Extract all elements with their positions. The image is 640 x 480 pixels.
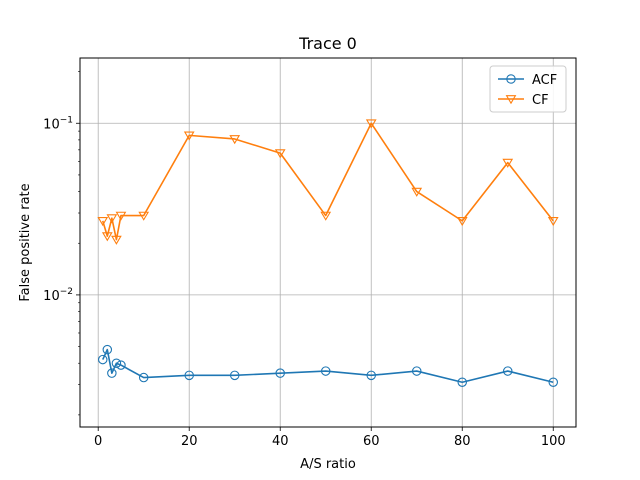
x-axis-ticks: 0 20 40 60 80 100 — [94, 427, 566, 449]
data-point-acf — [548, 377, 558, 387]
data-point-cf — [138, 211, 150, 221]
data-point-acf — [502, 366, 513, 376]
data-point-acf — [102, 344, 113, 355]
data-point-cf — [229, 135, 241, 145]
legend-label: ACF — [532, 73, 557, 88]
series-line-cf — [101, 122, 554, 241]
data-point-cf — [115, 211, 127, 221]
data-point-acf — [107, 368, 117, 378]
series-line-acf — [102, 348, 554, 384]
x-tick-label: 20 — [181, 434, 198, 449]
legend-label: CF — [532, 93, 549, 108]
x-axis-title: A/S ratio — [300, 457, 356, 472]
data-point-cf — [111, 235, 122, 245]
chart-title: Trace 0 — [298, 34, 357, 53]
data-point-acf — [457, 377, 467, 387]
data-point-acf — [116, 360, 126, 370]
data-point-acf — [111, 358, 122, 368]
data-point-cf — [456, 217, 468, 227]
legend: ACF CF — [489, 65, 567, 113]
y-tick-label: 10−2 — [43, 287, 73, 304]
data-point-cf — [274, 149, 286, 159]
data-point-acf — [275, 368, 285, 378]
data-point-cf — [106, 214, 118, 224]
series-acf — [98, 344, 558, 387]
data-point-acf — [411, 366, 422, 376]
legend-marker — [505, 95, 517, 105]
series-cf — [97, 119, 559, 245]
y-axis-ticks: 10−2 10−1 — [43, 71, 80, 416]
x-tick-label: 0 — [94, 434, 102, 449]
legend-item-cf: CF — [498, 93, 549, 108]
data-point-cf — [320, 211, 332, 221]
data-point-cf — [411, 187, 423, 197]
data-point-cf — [547, 217, 559, 227]
data-point-cf — [502, 158, 514, 168]
data-point-cf — [365, 119, 377, 129]
plot-area-frame — [79, 57, 577, 428]
data-point-acf — [138, 372, 149, 383]
legend-item-acf: ACF — [498, 73, 557, 88]
x-tick-label: 100 — [541, 434, 566, 449]
data-point-acf — [366, 370, 376, 381]
data-point-acf — [98, 354, 108, 365]
x-tick-label: 60 — [363, 434, 380, 449]
data-point-cf — [97, 217, 109, 227]
legend-marker — [506, 74, 516, 84]
data-point-acf — [320, 366, 331, 376]
data-point-cf — [183, 131, 195, 141]
series-layer — [97, 119, 559, 387]
x-tick-label: 40 — [272, 434, 289, 449]
y-axis-title: False positive rate — [18, 183, 33, 301]
x-tick-label: 80 — [454, 434, 471, 449]
data-point-acf — [184, 370, 194, 381]
data-point-acf — [229, 370, 240, 381]
data-point-cf — [101, 232, 113, 242]
y-tick-label: 10−1 — [43, 115, 73, 132]
